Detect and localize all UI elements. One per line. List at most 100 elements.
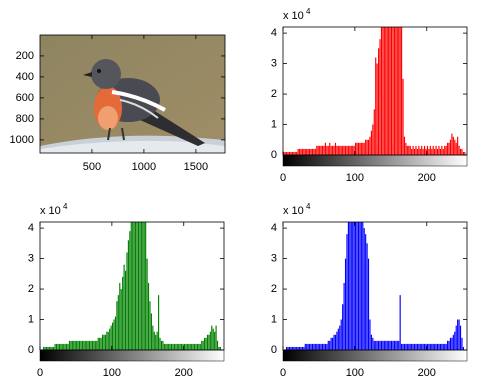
histogram-bar	[408, 343, 410, 350]
histogram-bar	[91, 340, 94, 350]
histogram-bar	[416, 343, 418, 350]
histogram-bar	[310, 343, 312, 350]
histogram-bar	[382, 27, 384, 155]
axes-box	[39, 221, 225, 351]
histogram-bar	[385, 27, 387, 155]
bars	[283, 27, 466, 155]
histogram-bar	[452, 136, 454, 155]
histogram-bar	[96, 340, 98, 350]
histogram-bar	[336, 331, 338, 350]
histogram-bar	[204, 337, 206, 350]
histogram-bar	[304, 148, 306, 155]
histogram-bar	[186, 343, 188, 350]
histogram-bar	[215, 325, 217, 350]
histogram-bar	[159, 337, 161, 350]
histogram-bar	[444, 145, 446, 155]
histogram-bar	[163, 343, 165, 350]
histogram-bar	[350, 222, 352, 350]
histogram-bar	[165, 343, 167, 350]
histogram-bar	[375, 57, 377, 155]
histogram-bar	[51, 346, 53, 350]
histogram-bar	[209, 331, 211, 350]
y-tick-label: 2	[271, 283, 277, 295]
histogram-bar	[44, 346, 46, 350]
y-tick-label: 1	[271, 313, 277, 325]
histogram-bar	[109, 328, 111, 350]
histogram-bar	[406, 145, 408, 155]
histogram-bar	[311, 148, 314, 155]
y-multiplier-exponent: 4	[306, 7, 311, 16]
histogram-bar	[458, 319, 460, 350]
histogram-bar	[439, 343, 441, 350]
x-tick-label: 1500	[184, 161, 208, 173]
histogram-bar	[366, 243, 368, 350]
histogram-bar	[431, 343, 433, 350]
histogram-bar	[385, 340, 387, 350]
histogram-bar	[379, 39, 381, 155]
histogram-bar	[418, 343, 420, 350]
histogram-bar	[402, 78, 404, 155]
histogram-bar	[444, 343, 446, 350]
histogram-bar	[296, 151, 298, 155]
histogram-bar	[169, 343, 171, 350]
histogram-bar	[386, 27, 388, 155]
histogram-bar	[399, 27, 401, 155]
bars	[43, 222, 221, 350]
histogram-bar	[293, 346, 295, 350]
histogram-bar	[313, 343, 315, 350]
histogram-bar	[445, 343, 447, 350]
histogram-bar	[300, 346, 302, 350]
histogram-bar	[438, 145, 440, 155]
histogram-bar	[461, 148, 463, 155]
histogram-bar	[183, 343, 186, 350]
y-tick-label: 1	[28, 313, 34, 325]
histogram-bar	[429, 343, 431, 350]
histogram-bar	[380, 27, 383, 155]
histogram-bar	[432, 343, 434, 350]
histogram-bar	[60, 343, 62, 350]
histogram-bar	[399, 295, 401, 350]
histogram-bar	[454, 331, 456, 350]
histogram-bar	[298, 148, 301, 155]
histogram-bar	[47, 346, 49, 350]
bird-photo	[40, 35, 225, 153]
histogram-bar	[106, 331, 108, 350]
histogram-bar	[462, 346, 464, 350]
histogram-bar	[376, 340, 378, 350]
histogram-bar	[55, 343, 58, 350]
histogram-bar	[426, 145, 429, 155]
histogram-bar	[288, 151, 291, 155]
histogram-bar	[196, 343, 198, 350]
histogram-bar	[445, 145, 447, 155]
y-tick-label: 4	[28, 222, 34, 234]
histogram-bar	[334, 142, 337, 155]
histogram-bar	[116, 301, 118, 350]
histogram-bar	[93, 340, 95, 350]
histogram-bar	[319, 343, 321, 350]
y-multiplier-exponent: 4	[63, 202, 68, 211]
histogram-bar	[309, 148, 311, 155]
histogram-bar	[286, 151, 288, 155]
histogram-bar	[352, 145, 354, 155]
y-multiplier-exponent: 4	[306, 202, 311, 211]
histogram-bar	[415, 343, 417, 350]
histogram-bar	[372, 337, 374, 350]
histogram-bar	[286, 346, 288, 350]
histogram-bar	[330, 337, 332, 350]
histogram-bar	[192, 343, 194, 350]
histogram-bar	[288, 346, 291, 350]
histogram-bar	[429, 145, 431, 155]
histogram-bar	[189, 343, 191, 350]
histogram-bar	[386, 340, 388, 350]
histogram-bar	[130, 222, 132, 350]
x-tick-label: 200	[418, 172, 436, 184]
histogram-bar	[206, 334, 209, 350]
histogram-bar	[442, 148, 444, 155]
histogram-bar	[340, 319, 342, 350]
histogram-bar	[434, 343, 436, 350]
histogram-bar	[447, 340, 449, 350]
histogram-bar	[353, 145, 355, 155]
histogram-bar	[416, 148, 418, 155]
histogram-bar	[100, 337, 102, 350]
histogram-bar	[287, 346, 289, 350]
